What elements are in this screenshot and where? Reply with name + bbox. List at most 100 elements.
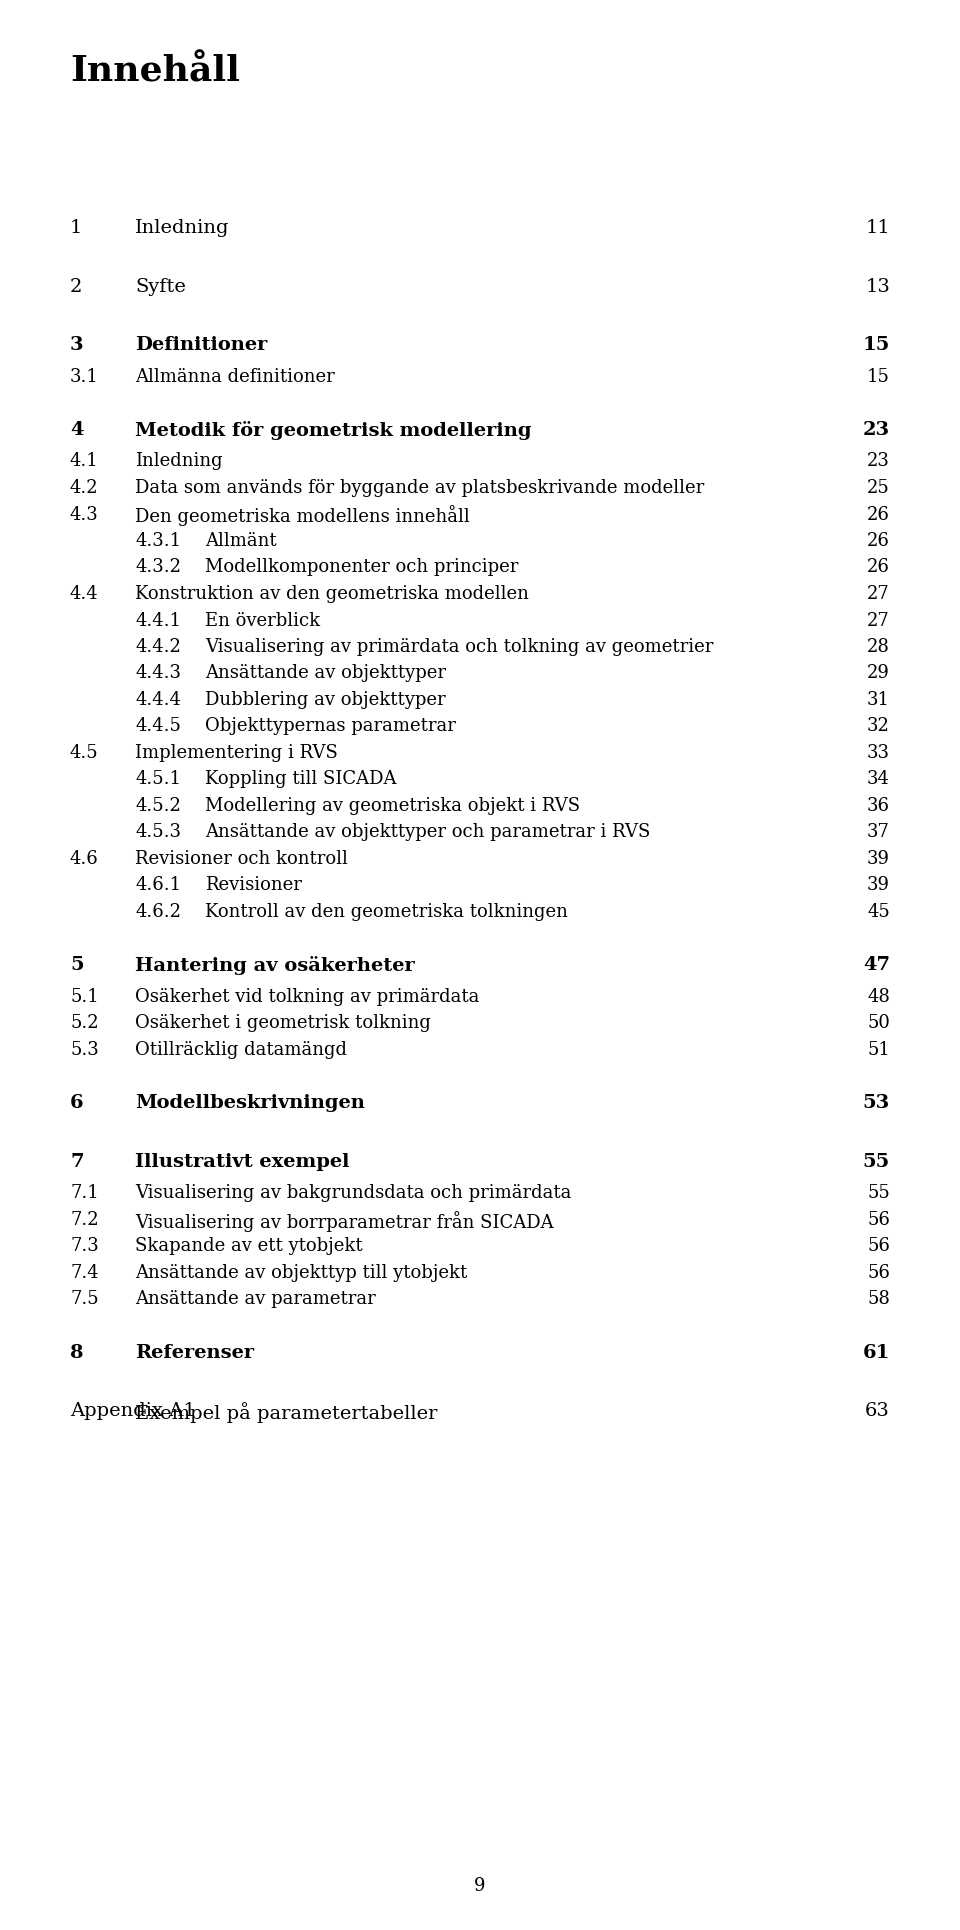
Text: Metodik för geometrisk modellering: Metodik för geometrisk modellering: [135, 421, 532, 440]
Text: 4.1: 4.1: [70, 452, 99, 471]
Text: 13: 13: [865, 278, 890, 295]
Text: Data som används för byggande av platsbeskrivande modeller: Data som används för byggande av platsbe…: [135, 479, 705, 498]
Text: Illustrativt exempel: Illustrativt exempel: [135, 1152, 349, 1172]
Text: 26: 26: [867, 533, 890, 550]
Text: Allmänt: Allmänt: [205, 533, 276, 550]
Text: 56: 56: [867, 1237, 890, 1256]
Text: Inledning: Inledning: [135, 218, 229, 237]
Text: Koppling till SICADA: Koppling till SICADA: [205, 770, 396, 789]
Text: Referenser: Referenser: [135, 1343, 254, 1363]
Text: Revisioner och kontroll: Revisioner och kontroll: [135, 849, 348, 869]
Text: 55: 55: [863, 1152, 890, 1172]
Text: 47: 47: [863, 957, 890, 975]
Text: 4.6.2: 4.6.2: [135, 903, 181, 921]
Text: Inledning: Inledning: [135, 452, 223, 471]
Text: Allmänna definitioner: Allmänna definitioner: [135, 367, 335, 386]
Text: 4: 4: [70, 421, 84, 438]
Text: Osäkerhet vid tolkning av primärdata: Osäkerhet vid tolkning av primärdata: [135, 988, 479, 1006]
Text: 33: 33: [867, 743, 890, 762]
Text: 1: 1: [70, 218, 83, 237]
Text: Exempel på parametertabeller: Exempel på parametertabeller: [135, 1403, 438, 1424]
Text: 26: 26: [867, 558, 890, 577]
Text: 9: 9: [474, 1878, 486, 1895]
Text: Ansättande av objekttyp till ytobjekt: Ansättande av objekttyp till ytobjekt: [135, 1264, 468, 1282]
Text: 58: 58: [867, 1291, 890, 1309]
Text: 7.4: 7.4: [70, 1264, 99, 1282]
Text: 50: 50: [867, 1015, 890, 1033]
Text: 45: 45: [867, 903, 890, 921]
Text: 4.4.2: 4.4.2: [135, 639, 180, 656]
Text: 39: 39: [867, 876, 890, 894]
Text: Hantering av osäkerheter: Hantering av osäkerheter: [135, 957, 415, 975]
Text: 28: 28: [867, 639, 890, 656]
Text: Modellkomponenter och principer: Modellkomponenter och principer: [205, 558, 518, 577]
Text: 4.5: 4.5: [70, 743, 99, 762]
Text: 51: 51: [867, 1040, 890, 1060]
Text: 5.2: 5.2: [70, 1015, 99, 1033]
Text: 4.3.1: 4.3.1: [135, 533, 181, 550]
Text: Objekttypernas parametrar: Objekttypernas parametrar: [205, 718, 456, 735]
Text: 56: 56: [867, 1264, 890, 1282]
Text: Ansättande av parametrar: Ansättande av parametrar: [135, 1291, 375, 1309]
Text: 4.3: 4.3: [70, 506, 99, 523]
Text: En överblick: En överblick: [205, 612, 320, 629]
Text: 5.1: 5.1: [70, 988, 99, 1006]
Text: 4.6: 4.6: [70, 849, 99, 869]
Text: Definitioner: Definitioner: [135, 336, 268, 353]
Text: 6: 6: [70, 1094, 84, 1112]
Text: 3.1: 3.1: [70, 367, 99, 386]
Text: 39: 39: [867, 849, 890, 869]
Text: 4.4.4: 4.4.4: [135, 691, 180, 708]
Text: 15: 15: [867, 367, 890, 386]
Text: 34: 34: [867, 770, 890, 789]
Text: Modellbeskrivningen: Modellbeskrivningen: [135, 1094, 365, 1112]
Text: 5: 5: [70, 957, 84, 975]
Text: 15: 15: [863, 336, 890, 353]
Text: 56: 56: [867, 1210, 890, 1229]
Text: 4.5.3: 4.5.3: [135, 824, 181, 841]
Text: Osäkerhet i geometrisk tolkning: Osäkerhet i geometrisk tolkning: [135, 1015, 431, 1033]
Text: Innehåll: Innehåll: [70, 54, 240, 89]
Text: Syfte: Syfte: [135, 278, 186, 295]
Text: 63: 63: [865, 1403, 890, 1420]
Text: Visualisering av borrparametrar från SICADA: Visualisering av borrparametrar från SIC…: [135, 1210, 554, 1231]
Text: Revisioner: Revisioner: [205, 876, 301, 894]
Text: 61: 61: [863, 1343, 890, 1363]
Text: 23: 23: [863, 421, 890, 438]
Text: 2: 2: [70, 278, 83, 295]
Text: Ansättande av objekttyper och parametrar i RVS: Ansättande av objekttyper och parametrar…: [205, 824, 650, 841]
Text: 23: 23: [867, 452, 890, 471]
Text: Den geometriska modellens innehåll: Den geometriska modellens innehåll: [135, 506, 469, 527]
Text: 4.4.5: 4.4.5: [135, 718, 180, 735]
Text: Implementering i RVS: Implementering i RVS: [135, 743, 338, 762]
Text: 37: 37: [867, 824, 890, 841]
Text: 11: 11: [865, 218, 890, 237]
Text: Modellering av geometriska objekt i RVS: Modellering av geometriska objekt i RVS: [205, 797, 580, 814]
Text: Dubblering av objekttyper: Dubblering av objekttyper: [205, 691, 445, 708]
Text: 48: 48: [867, 988, 890, 1006]
Text: Konstruktion av den geometriska modellen: Konstruktion av den geometriska modellen: [135, 585, 529, 602]
Text: 4.6.1: 4.6.1: [135, 876, 181, 894]
Text: 26: 26: [867, 506, 890, 523]
Text: 25: 25: [867, 479, 890, 498]
Text: 7.3: 7.3: [70, 1237, 99, 1256]
Text: 55: 55: [867, 1185, 890, 1202]
Text: 5.3: 5.3: [70, 1040, 99, 1060]
Text: 31: 31: [867, 691, 890, 708]
Text: Ansättande av objekttyper: Ansättande av objekttyper: [205, 664, 446, 683]
Text: 4.3.2: 4.3.2: [135, 558, 181, 577]
Text: 36: 36: [867, 797, 890, 814]
Text: 4.4.1: 4.4.1: [135, 612, 181, 629]
Text: 53: 53: [863, 1094, 890, 1112]
Text: Otillräcklig datamängd: Otillräcklig datamängd: [135, 1040, 347, 1060]
Text: Visualisering av bakgrundsdata och primärdata: Visualisering av bakgrundsdata och primä…: [135, 1185, 571, 1202]
Text: Kontroll av den geometriska tolkningen: Kontroll av den geometriska tolkningen: [205, 903, 568, 921]
Text: 32: 32: [867, 718, 890, 735]
Text: 7.2: 7.2: [70, 1210, 99, 1229]
Text: 29: 29: [867, 664, 890, 683]
Text: Appendix A1: Appendix A1: [70, 1403, 196, 1420]
Text: 4.4.3: 4.4.3: [135, 664, 181, 683]
Text: Visualisering av primärdata och tolkning av geometrier: Visualisering av primärdata och tolkning…: [205, 639, 713, 656]
Text: 27: 27: [867, 612, 890, 629]
Text: 4.5.1: 4.5.1: [135, 770, 181, 789]
